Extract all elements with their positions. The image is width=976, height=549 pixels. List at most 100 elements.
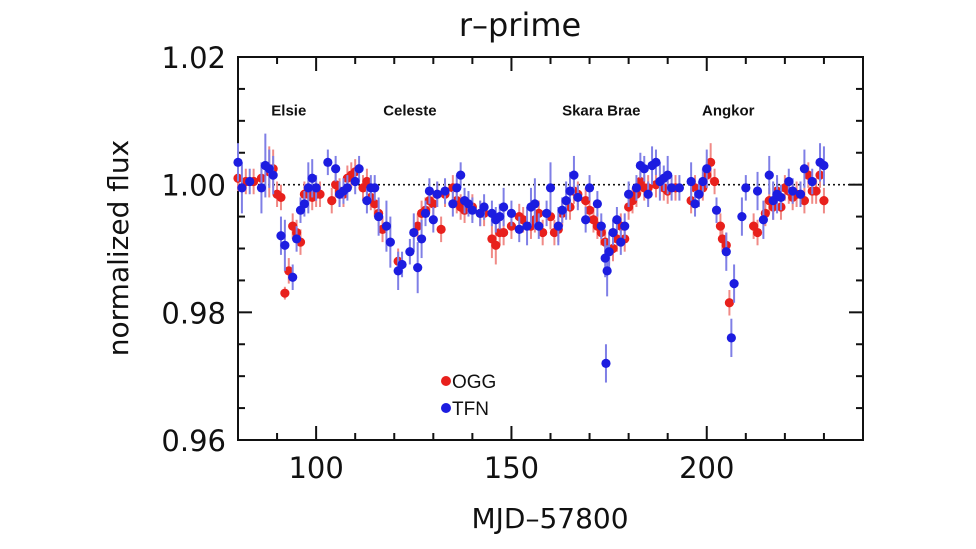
data-point	[604, 247, 614, 257]
data-point	[602, 266, 612, 276]
data-point	[499, 227, 509, 238]
data-point	[440, 186, 450, 196]
data-point	[280, 240, 290, 250]
legend-label-tfn: TFN	[452, 399, 489, 420]
data-point	[620, 221, 630, 231]
plot-frame	[237, 56, 864, 441]
data-point	[631, 183, 642, 193]
x-tick-label: 150	[484, 451, 539, 485]
data-point	[764, 170, 774, 180]
data-point	[432, 189, 442, 199]
data-point	[456, 170, 466, 180]
data-point	[354, 164, 364, 174]
data-point	[584, 183, 595, 193]
data-point	[592, 199, 602, 209]
data-point	[397, 259, 407, 270]
data-point	[573, 192, 583, 203]
chart-title: r–prime	[459, 6, 581, 44]
data-point	[467, 205, 477, 215]
data-point	[299, 199, 310, 209]
data-point	[268, 170, 278, 180]
data-point	[342, 183, 352, 193]
data-point	[428, 199, 438, 209]
data-marks	[233, 133, 829, 383]
data-point	[616, 237, 626, 247]
data-point	[601, 358, 611, 368]
data-point	[788, 186, 798, 196]
annotation-skara-brae: Skara Brae	[562, 103, 640, 120]
annotation-celeste: Celeste	[383, 103, 436, 120]
axis-ticks: 100 150 200 0.96 0.98 1.00 1.02	[161, 41, 864, 485]
data-point	[690, 199, 700, 209]
data-point	[557, 205, 567, 215]
data-point	[702, 164, 712, 174]
data-point	[724, 298, 735, 308]
data-point	[784, 176, 794, 187]
data-point	[370, 183, 380, 193]
data-point	[385, 237, 395, 247]
data-point	[331, 164, 341, 174]
data-point	[280, 288, 290, 298]
data-point	[416, 234, 427, 244]
data-point	[799, 164, 810, 174]
data-point	[288, 272, 298, 282]
data-point	[758, 215, 768, 225]
data-point	[711, 205, 722, 215]
data-point	[752, 186, 763, 196]
data-point	[819, 196, 829, 206]
data-point	[311, 183, 321, 193]
data-point	[776, 192, 786, 203]
y-axis-label: normalized flux	[102, 140, 135, 356]
data-point	[686, 176, 696, 187]
data-point	[479, 202, 489, 212]
data-point	[534, 221, 544, 231]
data-point	[666, 183, 677, 193]
data-point	[584, 205, 595, 215]
data-point	[569, 170, 579, 180]
legend-label-ogg: OGG	[452, 372, 496, 393]
data-point	[514, 224, 524, 234]
data-point	[663, 170, 673, 180]
data-point	[729, 279, 739, 289]
data-point	[370, 199, 380, 209]
data-point	[276, 231, 286, 241]
data-point	[709, 176, 720, 187]
data-point	[428, 215, 438, 225]
data-point	[639, 164, 649, 174]
data-point	[350, 176, 360, 187]
data-point	[323, 157, 333, 167]
data-point	[674, 183, 685, 193]
annotation-elsie: Elsie	[271, 103, 306, 120]
data-point	[405, 247, 415, 257]
data-point	[807, 176, 817, 187]
data-point	[541, 208, 552, 218]
y-tick-label: 1.00	[161, 169, 226, 203]
data-point	[643, 189, 653, 199]
data-point	[452, 183, 462, 193]
y-tick-label: 0.96	[161, 424, 226, 458]
data-point	[506, 208, 517, 218]
data-point	[651, 157, 661, 167]
data-point	[499, 202, 509, 212]
x-axis-label: MJD–57800	[471, 502, 628, 535]
data-point	[362, 196, 372, 206]
data-point	[565, 186, 575, 196]
data-point	[495, 211, 505, 222]
data-point	[291, 234, 302, 244]
data-point	[522, 221, 532, 231]
data-point	[436, 224, 446, 234]
data-point	[624, 189, 634, 199]
annotations: Elsie Celeste Skara Brae Angkor	[271, 103, 754, 120]
legend: OGG TFN	[441, 372, 496, 420]
data-point	[608, 227, 618, 238]
data-point	[581, 196, 591, 206]
data-point	[303, 183, 313, 193]
data-point	[795, 189, 806, 199]
series-ogg	[233, 143, 829, 316]
data-point	[424, 186, 435, 196]
data-point	[715, 221, 726, 231]
data-point	[741, 183, 751, 193]
data-point	[694, 189, 704, 199]
data-point	[233, 157, 243, 167]
data-point	[420, 208, 431, 218]
